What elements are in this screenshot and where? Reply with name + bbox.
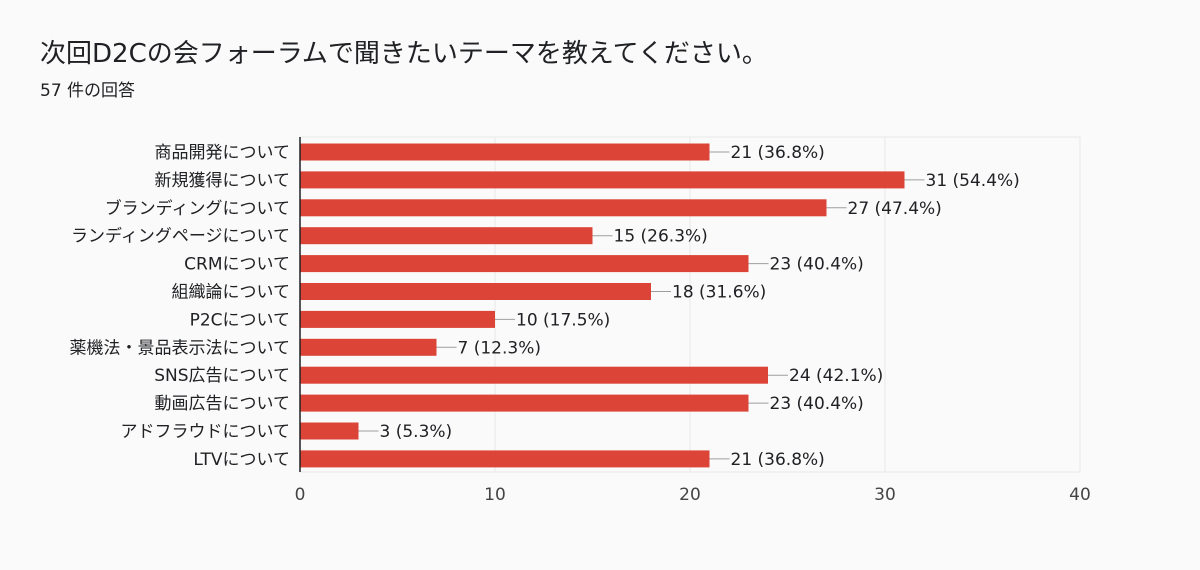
bar [300, 227, 593, 245]
bar [300, 450, 710, 468]
bar [300, 283, 651, 300]
bar [300, 422, 359, 440]
x-tick-label: 40 [1069, 485, 1091, 505]
value-label: 31 (54.4%) [926, 171, 1020, 191]
value-label: 3 (5.3%) [380, 422, 453, 442]
value-label: 23 (40.4%) [770, 255, 864, 275]
value-label: 23 (40.4%) [770, 394, 864, 414]
x-tick-label: 20 [679, 485, 701, 505]
bar [300, 199, 827, 217]
category-label: 新規獲得について [155, 171, 291, 191]
x-tick-label: 30 [874, 485, 896, 505]
value-label: 24 (42.1%) [789, 366, 883, 386]
value-label: 10 (17.5%) [516, 310, 610, 330]
category-label: 商品開発について [155, 143, 291, 163]
category-label: ランディングページについて [71, 226, 290, 247]
bar [300, 338, 437, 356]
response-count: 57 件の回答 [40, 81, 136, 101]
category-label: LTVについて [193, 450, 290, 470]
bar [300, 310, 495, 328]
bar [300, 366, 768, 384]
x-tick-label: 0 [295, 485, 306, 505]
value-label: 15 (26.3%) [614, 227, 708, 247]
value-label: 27 (47.4%) [848, 199, 942, 219]
category-label: アドフラウドについて [121, 422, 291, 442]
chart-title: 次回D2Cの会フォーラムで聞きたいテーマを教えてください。 [40, 39, 768, 69]
value-label: 21 (36.8%) [731, 143, 825, 163]
category-label: 動画広告について [155, 394, 291, 414]
category-label: P2Cについて [190, 310, 290, 330]
category-label: CRMについて [184, 255, 290, 275]
value-label: 7 (12.3%) [458, 338, 542, 358]
bar [300, 143, 710, 161]
category-label: ブランディングについて [105, 198, 290, 219]
value-label: 21 (36.8%) [731, 450, 825, 470]
category-label: 薬機法・景品表示法について [70, 338, 291, 358]
category-label: 組織論について [172, 283, 291, 303]
bar [300, 255, 749, 273]
x-tick-label: 10 [484, 485, 506, 505]
bar [300, 394, 749, 412]
value-label: 18 (31.6%) [672, 283, 766, 303]
category-label: SNS広告について [154, 366, 290, 386]
bar [300, 171, 905, 189]
